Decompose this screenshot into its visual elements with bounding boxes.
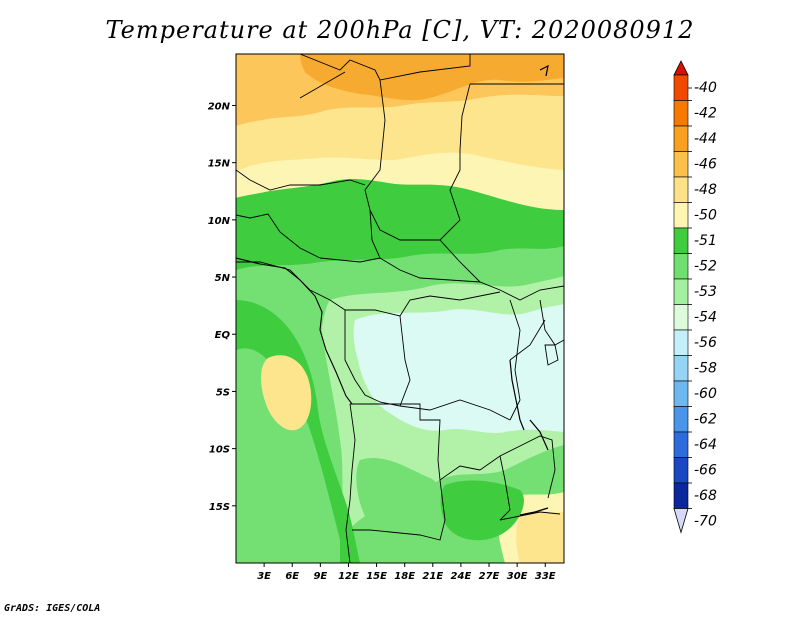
colorbar-segment <box>673 406 689 433</box>
colorbar-segment <box>673 457 689 484</box>
lon-tick-label: 3E <box>257 571 271 582</box>
colorbar-label: -66 <box>694 463 717 479</box>
lat-tick-label: 10N <box>208 216 231 227</box>
field-band-56 <box>353 304 564 433</box>
credit-text: GrADS: IGES/COLA <box>4 603 101 614</box>
colorbar-segment <box>673 278 689 305</box>
lon-tick-label: 21E <box>422 571 443 582</box>
colorbar-segment <box>673 380 689 407</box>
field-band-53-south <box>356 457 439 530</box>
lat-tick-label: 5S <box>216 387 230 398</box>
lat-tick-label: 20N <box>208 101 231 112</box>
field-band-50-southeast <box>516 511 564 563</box>
colorbar-segment <box>673 431 689 458</box>
country-borders <box>236 54 564 563</box>
colorbar-segment <box>673 125 689 152</box>
map-frame <box>235 53 565 564</box>
colorbar: -40 -42 -44 -46 -48 -50 -51 -52 -53 -54 -56 -58 -60 -… <box>673 60 717 534</box>
colorbar-label: -70 <box>694 514 717 530</box>
colorbar-label: -68 <box>694 488 717 504</box>
colorbar-segment <box>673 482 689 509</box>
lon-tick-label: 15E <box>366 571 387 582</box>
field-band-51-ocean <box>261 355 312 431</box>
lat-tick-label: EQ <box>215 330 231 341</box>
longitude-axis: 3E 6E 9E 12E 15E 18E 21E 24E 27E 30E 33E <box>257 563 556 582</box>
colorbar-segment <box>673 329 689 356</box>
lat-tick-label: 15N <box>208 159 231 170</box>
lon-tick-label: 12E <box>338 571 359 582</box>
colorbar-label: -62 <box>694 412 717 428</box>
lat-tick-label: 15S <box>209 502 230 513</box>
lon-tick-label: 18E <box>394 571 415 582</box>
lon-tick-label: 9E <box>313 571 327 582</box>
colorbar-label: -64 <box>694 437 717 453</box>
colorbar-label: -54 <box>694 310 717 326</box>
colorbar-segment <box>673 202 689 229</box>
colorbar-segment <box>673 355 689 382</box>
latitude-axis: 20N 15N 10N 5N EQ 5S 10S 15S <box>208 101 236 513</box>
temperature-field <box>236 54 564 563</box>
colorbar-label: -42 <box>694 106 717 122</box>
colorbar-label: -58 <box>694 361 717 377</box>
colorbar-segment <box>673 304 689 331</box>
lat-tick-label: 5N <box>215 273 231 284</box>
colorbar-segment <box>673 253 689 280</box>
colorbar-label: -56 <box>694 335 717 351</box>
colorbar-label: -40 <box>694 80 717 96</box>
colorbar-label: -48 <box>694 182 717 198</box>
colorbar-bottom-triangle <box>673 508 689 534</box>
colorbar-label: -50 <box>694 208 717 224</box>
colorbar-top-triangle <box>673 60 689 76</box>
lat-tick-label: 10S <box>209 445 230 456</box>
lon-tick-label: 27E <box>479 571 500 582</box>
field-band-52-east <box>440 480 524 541</box>
colorbar-segment <box>673 151 689 178</box>
colorbar-label: -53 <box>694 284 717 300</box>
colorbar-label: -60 <box>694 386 717 402</box>
lon-tick-label: 30E <box>507 571 528 582</box>
colorbar-label: -51 <box>694 233 717 249</box>
colorbar-label: -44 <box>694 131 717 147</box>
colorbar-segment <box>673 74 689 101</box>
field-band-53-ocean <box>236 348 340 563</box>
colorbar-label: -52 <box>694 259 717 275</box>
lon-tick-label: 33E <box>535 571 556 582</box>
colorbar-segment <box>673 176 689 203</box>
map-title: Temperature at 200hPa [C], VT: 202008091… <box>105 16 695 44</box>
lon-tick-label: 24E <box>451 571 472 582</box>
colorbar-segment <box>673 227 689 254</box>
colorbar-label: -46 <box>694 157 717 173</box>
lon-tick-label: 6E <box>285 571 299 582</box>
field-band-46 <box>300 54 564 101</box>
colorbar-segment <box>673 100 689 127</box>
